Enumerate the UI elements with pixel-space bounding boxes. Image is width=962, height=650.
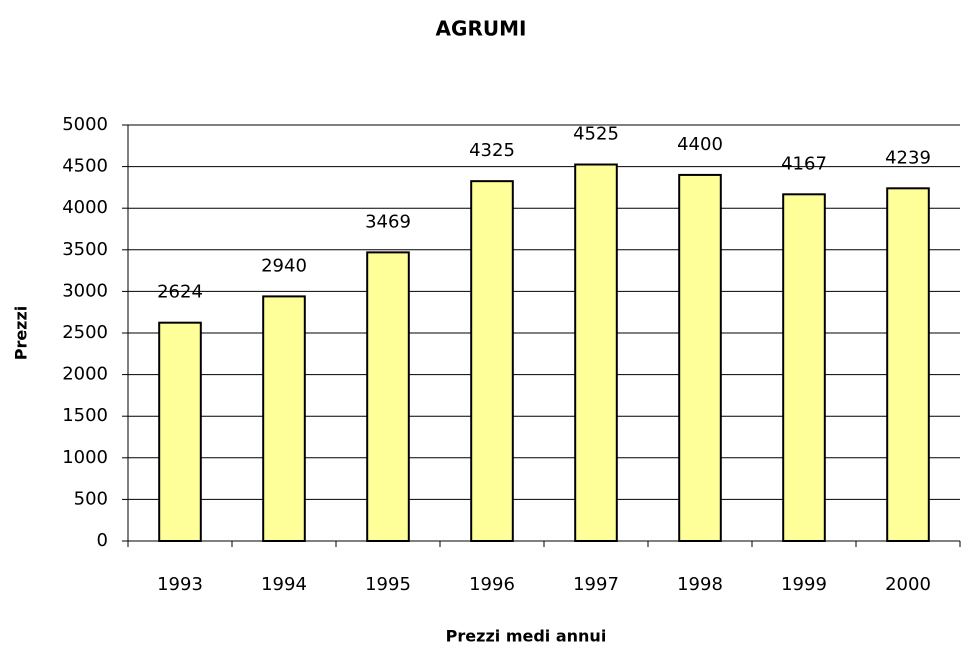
bar <box>158 321 202 542</box>
bar <box>886 187 930 543</box>
data-label: 3469 <box>365 211 411 232</box>
bar <box>262 295 306 542</box>
x-tick-label: 1998 <box>677 574 723 595</box>
y-tick-label: 1000 <box>62 447 108 468</box>
y-tick-label: 0 <box>97 530 108 551</box>
x-tick-label: 1997 <box>573 574 619 595</box>
data-label: 4400 <box>677 134 723 155</box>
x-tick-label: 2000 <box>885 574 931 595</box>
bar <box>678 173 722 542</box>
y-tick-label: 5000 <box>62 114 108 135</box>
y-axis-title: Prezzi <box>12 306 31 361</box>
y-tick-label: 4500 <box>62 156 108 177</box>
y-tick-label: 1500 <box>62 405 108 426</box>
bar <box>782 193 826 542</box>
y-tick-label: 3000 <box>62 280 108 301</box>
x-tick-label: 1994 <box>261 574 307 595</box>
y-tick-label: 2500 <box>62 322 108 343</box>
x-tick-label: 1996 <box>469 574 515 595</box>
data-label: 4167 <box>781 153 827 174</box>
bar <box>470 180 514 542</box>
chart-title: AGRUMI <box>436 17 527 41</box>
x-tick-label: 1993 <box>157 574 203 595</box>
x-tick-label: 1999 <box>781 574 827 595</box>
y-tick-label: 4000 <box>62 197 108 218</box>
y-tick-label: 3500 <box>62 239 108 260</box>
data-label: 4325 <box>469 140 515 161</box>
x-axis-title: Prezzi medi annui <box>446 627 607 646</box>
y-tick-label: 500 <box>74 488 108 509</box>
data-label: 2940 <box>261 255 307 276</box>
x-tick-label: 1995 <box>365 574 411 595</box>
bar <box>574 163 618 543</box>
data-label: 2624 <box>157 282 203 303</box>
data-label: 4525 <box>573 124 619 145</box>
bar <box>366 251 410 542</box>
data-label: 4239 <box>885 147 931 168</box>
y-tick-label: 2000 <box>62 364 108 385</box>
